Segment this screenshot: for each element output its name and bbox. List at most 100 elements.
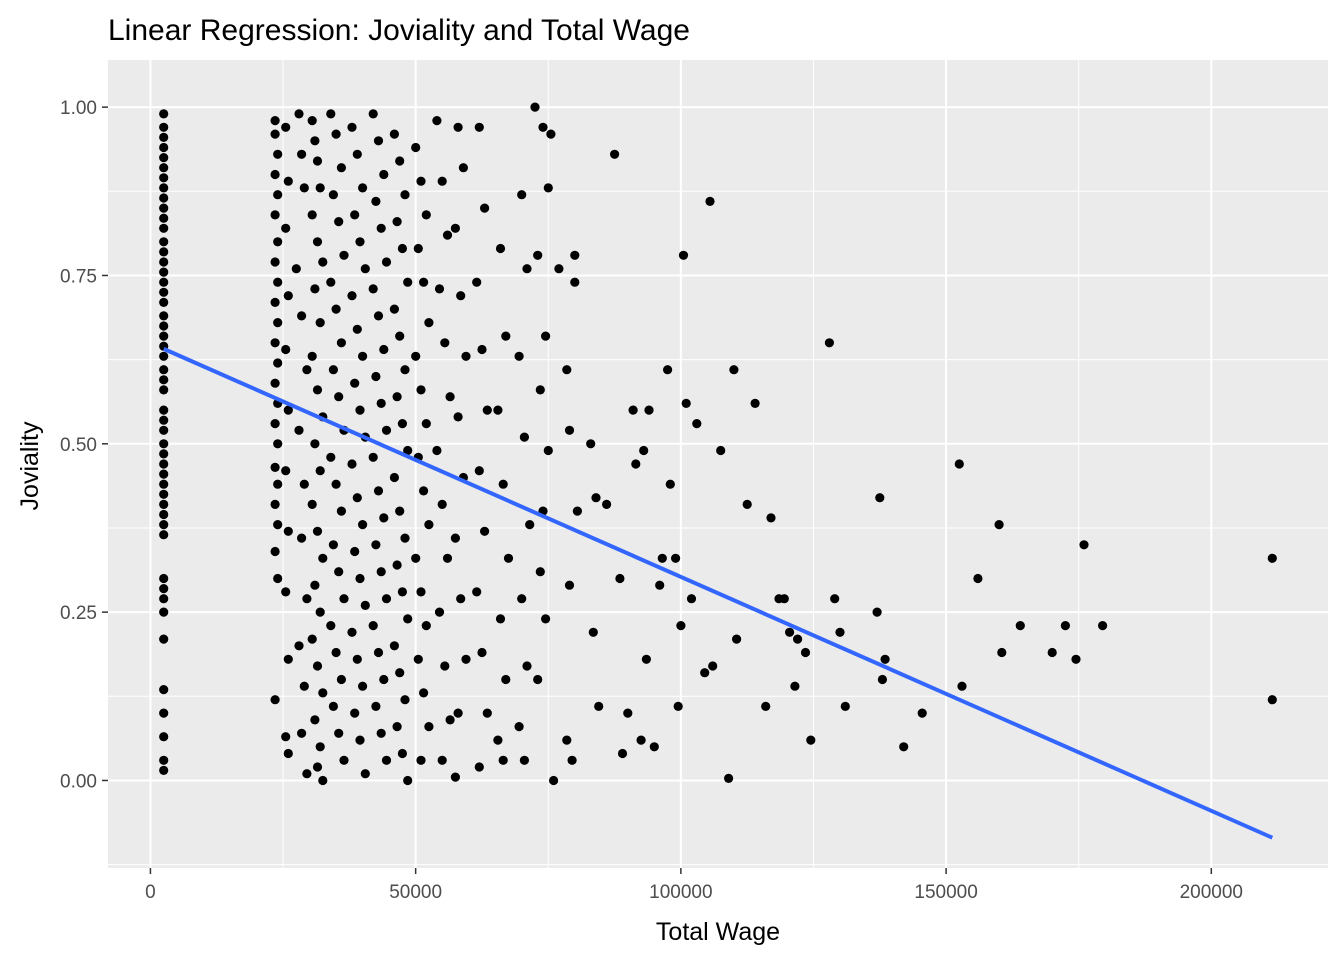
scatter-point [453, 412, 463, 422]
scatter-point [358, 681, 368, 691]
scatter-point [281, 344, 291, 355]
scatter-point [424, 318, 434, 328]
scatter-point [729, 365, 739, 375]
scatter-point [312, 661, 323, 671]
scatter-point [1071, 654, 1081, 664]
scatter-point [339, 594, 349, 604]
scatter-point [350, 546, 360, 557]
scatter-point [339, 250, 349, 260]
scatter-point [824, 338, 835, 348]
scatter-point [567, 755, 577, 765]
scatter-point [678, 250, 689, 260]
scatter-point [159, 365, 169, 375]
scatter-point [352, 324, 362, 334]
scatter-point [899, 742, 909, 752]
scatter-point [456, 291, 466, 301]
scatter-point [793, 634, 803, 644]
scatter-point [270, 129, 280, 139]
scatter-point [453, 708, 463, 718]
scatter-point [371, 540, 381, 550]
scatter-point [570, 250, 580, 260]
scatter-point [493, 405, 503, 415]
scatter-point [623, 708, 633, 718]
scatter-point [270, 297, 280, 307]
scatter-point [495, 614, 506, 624]
scatter-point [299, 681, 309, 691]
scatter-point [474, 122, 484, 132]
scatter-point [302, 594, 312, 604]
scatter-point [400, 695, 410, 705]
scatter-point [273, 520, 283, 530]
scatter-point [724, 773, 734, 784]
scatter-point [994, 520, 1004, 530]
scatter-point [419, 486, 429, 496]
scatter-point [445, 715, 455, 725]
scatter-point [159, 223, 169, 233]
scatter-point [326, 109, 336, 119]
scatter-point [270, 169, 280, 180]
scatter-point [315, 607, 325, 617]
scatter-point [519, 755, 530, 765]
scatter-point [570, 277, 580, 287]
scatter-point [395, 331, 405, 341]
scatter-point [705, 196, 715, 206]
scatter-point [297, 149, 307, 159]
scatter-point [159, 163, 169, 173]
scatter-point [628, 405, 638, 415]
scatter-point [358, 520, 368, 530]
scatter-point [397, 243, 407, 254]
scatter-point [692, 419, 702, 429]
scatter-point [350, 210, 360, 220]
data-points [159, 102, 1277, 786]
scatter-point [766, 513, 776, 523]
scatter-point [291, 264, 301, 274]
scatter-point [639, 445, 649, 456]
scatter-point [400, 190, 410, 200]
scatter-point [159, 132, 169, 142]
scatter-point [403, 445, 413, 456]
y-tick-label: 1.00 [60, 98, 97, 119]
scatter-point [546, 129, 556, 139]
scatter-point [159, 142, 169, 153]
scatter-point [318, 257, 328, 267]
scatter-point [700, 668, 710, 678]
x-tick-label: 200000 [1180, 882, 1243, 903]
scatter-point [437, 176, 447, 186]
scatter-point [617, 748, 628, 759]
scatter-point [310, 580, 320, 590]
scatter-point [307, 116, 317, 126]
scatter-point [665, 479, 675, 489]
scatter-point [310, 284, 320, 294]
scatter-point [326, 452, 336, 462]
scatter-point [159, 297, 169, 307]
scatter-point [716, 445, 726, 456]
scatter-point [368, 109, 378, 119]
scatter-point [875, 493, 885, 503]
scatter-point [270, 210, 280, 220]
scatter-point [501, 674, 511, 685]
scatter-point [389, 129, 399, 139]
scatter-point [522, 661, 532, 671]
scatter-point [159, 213, 169, 223]
scatter-point [636, 735, 646, 745]
scatter-point [503, 553, 514, 563]
scatter-point [281, 223, 291, 233]
scatter-point [456, 594, 466, 604]
scatter-point [686, 594, 697, 604]
grid-lines [108, 60, 1328, 868]
scatter-point [779, 594, 789, 604]
scatter-point [400, 533, 410, 543]
scatter-point [432, 116, 442, 126]
scatter-point [649, 742, 659, 752]
scatter-point [676, 621, 686, 631]
scatter-point [381, 257, 392, 267]
scatter-point [159, 173, 169, 183]
scatter-point [602, 499, 612, 509]
scatter-point [270, 338, 280, 348]
scatter-point [297, 311, 307, 321]
scatter-point [389, 304, 399, 314]
scatter-point [294, 109, 304, 119]
scatter-point [543, 445, 553, 456]
scatter-point [373, 647, 384, 658]
y-axis-title: Joviality [16, 421, 44, 510]
